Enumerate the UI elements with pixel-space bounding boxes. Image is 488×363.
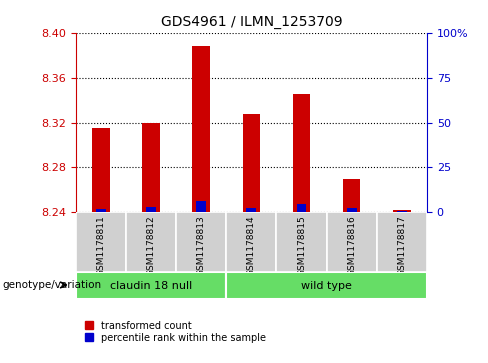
Bar xyxy=(343,179,361,212)
Bar xyxy=(92,128,109,212)
Bar xyxy=(76,212,126,272)
Bar xyxy=(192,46,210,212)
Text: GSM1178811: GSM1178811 xyxy=(96,215,105,276)
Bar xyxy=(146,207,156,212)
Bar xyxy=(393,210,411,212)
Text: GSM1178813: GSM1178813 xyxy=(197,215,205,276)
Bar xyxy=(326,212,377,272)
Text: GSM1178817: GSM1178817 xyxy=(397,215,407,276)
Text: GSM1178814: GSM1178814 xyxy=(247,215,256,276)
Bar xyxy=(196,201,206,212)
Bar xyxy=(243,114,260,212)
Text: claudin 18 null: claudin 18 null xyxy=(110,281,192,291)
Legend: transformed count, percentile rank within the sample: transformed count, percentile rank withi… xyxy=(81,317,270,347)
Text: GSM1178812: GSM1178812 xyxy=(146,215,156,276)
Bar xyxy=(142,122,160,212)
Bar xyxy=(226,212,276,272)
Bar xyxy=(293,94,310,212)
Bar xyxy=(246,208,256,212)
Bar xyxy=(297,204,306,212)
Bar xyxy=(76,272,226,299)
Title: GDS4961 / ILMN_1253709: GDS4961 / ILMN_1253709 xyxy=(161,15,342,29)
Bar xyxy=(347,208,357,212)
Text: GSM1178815: GSM1178815 xyxy=(297,215,306,276)
Text: genotype/variation: genotype/variation xyxy=(2,280,102,290)
Bar xyxy=(176,212,226,272)
Bar xyxy=(96,209,105,212)
Bar xyxy=(377,212,427,272)
Bar xyxy=(276,212,326,272)
Text: GSM1178816: GSM1178816 xyxy=(347,215,356,276)
Text: wild type: wild type xyxy=(301,281,352,291)
Bar xyxy=(397,211,407,212)
Bar xyxy=(126,212,176,272)
Bar xyxy=(226,272,427,299)
